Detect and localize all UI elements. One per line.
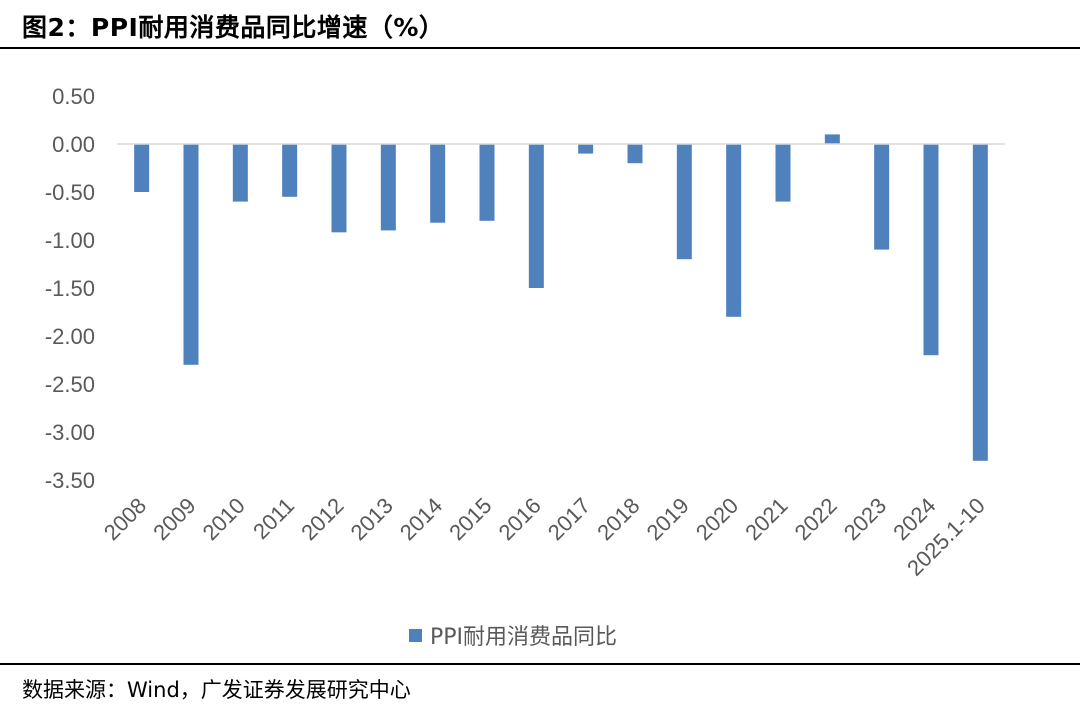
x-tick-label: 2020	[691, 493, 743, 545]
x-tick-label: 2016	[494, 493, 546, 545]
bar-2008	[134, 144, 150, 192]
bar-2010	[232, 144, 248, 202]
bar-2025.1-10	[972, 144, 988, 461]
footer-divider	[0, 663, 1080, 665]
y-tick-label: 0.50	[52, 84, 95, 109]
bar-series	[134, 134, 988, 461]
x-tick-label: 2017	[543, 493, 595, 545]
bar-2021	[775, 144, 791, 202]
bar-2009	[183, 144, 199, 365]
chart-title: 图2：PPI耐用消费品同比增速（%）	[22, 13, 445, 42]
bar-2018	[627, 144, 643, 164]
legend: PPI耐用消费品同比	[409, 625, 617, 650]
y-tick-label: -1.00	[45, 228, 95, 253]
y-axis-ticks: 0.50 0.00 -0.50 -1.00 -1.50 -2.00 -2.50 -3.00 -3…	[45, 84, 95, 493]
bar-2011	[282, 144, 298, 197]
bar-2013	[380, 144, 396, 231]
x-tick-label: 2012	[296, 493, 348, 545]
bar-2017	[578, 144, 594, 154]
x-tick-label: 2011	[248, 493, 299, 544]
x-tick-label: 2019	[642, 493, 694, 545]
legend-label: PPI耐用消费品同比	[430, 625, 617, 650]
x-tick-label: 2023	[839, 493, 891, 545]
x-tick-label: 2015	[444, 493, 496, 545]
y-tick-label: -2.50	[45, 372, 95, 397]
bar-2014	[430, 144, 446, 223]
y-tick-label: -3.50	[45, 468, 95, 493]
y-tick-label: 0.00	[52, 132, 95, 157]
x-axis-ticks: 2008200920102011201220132014201520162017…	[99, 493, 990, 581]
y-tick-label: -2.00	[45, 324, 95, 349]
x-tick-label: 2013	[346, 493, 398, 545]
bar-2016	[528, 144, 544, 288]
x-tick-label: 2018	[592, 493, 644, 545]
bar-2023	[874, 144, 890, 250]
x-tick-label: 2008	[99, 493, 151, 545]
bar-2015	[479, 144, 495, 221]
bar-chart: 0.50 0.00 -0.50 -1.00 -1.50 -2.00 -2.50 -3.00 -3…	[45, 84, 1005, 650]
title-divider	[0, 47, 1080, 49]
bar-2022	[824, 134, 840, 144]
x-tick-label: 2010	[198, 493, 250, 545]
x-tick-label: 2022	[790, 493, 842, 545]
y-tick-label: -1.50	[45, 276, 95, 301]
bar-2012	[331, 144, 347, 233]
y-tick-label: -3.00	[45, 420, 95, 445]
legend-swatch	[409, 629, 422, 642]
y-tick-label: -0.50	[45, 180, 95, 205]
x-tick-label: 2014	[395, 493, 447, 545]
bar-2020	[726, 144, 742, 317]
source-note: 数据来源：Wind，广发证券发展研究中心	[22, 678, 411, 702]
bar-2019	[676, 144, 692, 260]
x-tick-label: 2021	[740, 493, 792, 545]
x-tick-label: 2009	[148, 493, 200, 545]
bar-2024	[923, 144, 939, 356]
